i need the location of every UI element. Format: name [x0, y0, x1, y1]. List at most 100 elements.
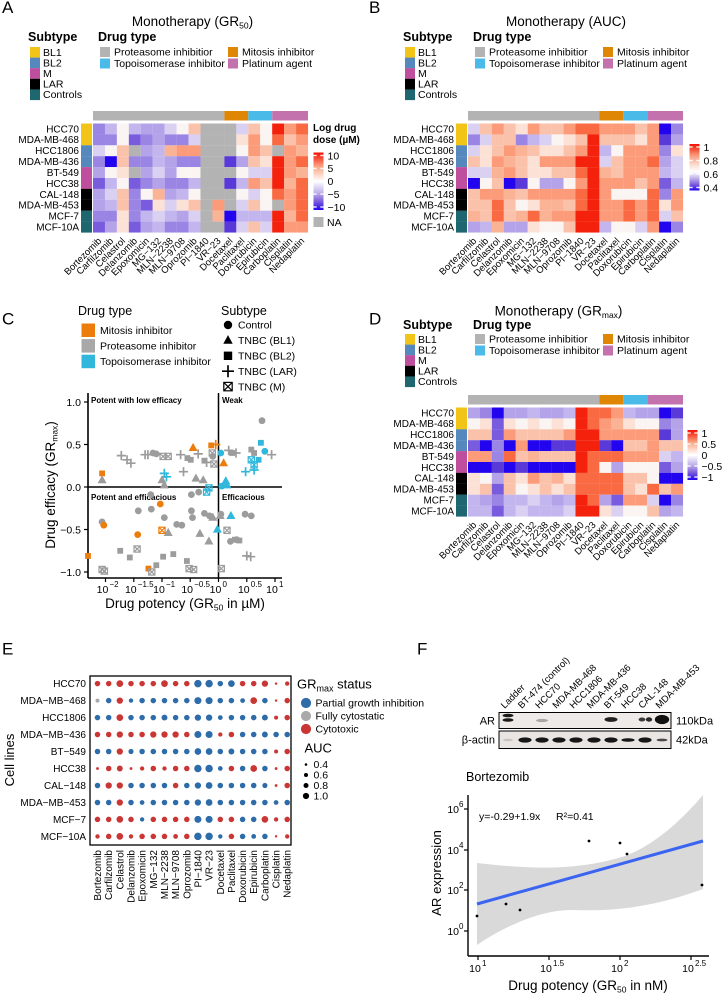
svg-text:Proteasome inhibitior: Proteasome inhibitior	[489, 334, 588, 346]
svg-text:10: 10	[266, 584, 278, 596]
svg-text:NA: NA	[327, 217, 342, 229]
svg-text:0: 0	[328, 176, 334, 188]
svg-text:2: 2	[459, 881, 464, 890]
svg-text:MDA−MB−436: MDA−MB−436	[20, 730, 86, 741]
svg-text:F: F	[417, 640, 427, 659]
svg-text:10: 10	[447, 804, 459, 816]
svg-text:MDA-MB-453: MDA-MB-453	[393, 201, 454, 212]
svg-text:β-actin: β-actin	[462, 735, 495, 747]
svg-text:D: D	[369, 310, 381, 329]
svg-text:HCC70: HCC70	[421, 124, 454, 135]
svg-text:−10: −10	[328, 202, 346, 214]
svg-text:Subtype: Subtype	[403, 30, 452, 44]
svg-text:Controls: Controls	[418, 89, 457, 101]
svg-text:1.0: 1.0	[66, 397, 81, 409]
svg-text:MCF-10A: MCF-10A	[411, 507, 454, 518]
svg-text:R²=0.41: R²=0.41	[556, 811, 594, 823]
svg-text:−5: −5	[328, 189, 340, 201]
svg-text:10: 10	[447, 926, 459, 938]
svg-text:2.5: 2.5	[695, 959, 707, 968]
svg-text:MCF−10A: MCF−10A	[41, 832, 87, 843]
svg-text:Topoisomerase inhibitor: Topoisomerase inhibitor	[114, 58, 225, 70]
svg-text:10: 10	[153, 584, 165, 596]
svg-text:Cytotoxic: Cytotoxic	[316, 724, 359, 736]
svg-text:CAL-148: CAL-148	[415, 474, 455, 485]
svg-text:HCC1806: HCC1806	[35, 146, 79, 157]
svg-text:AR expression: AR expression	[429, 830, 444, 916]
svg-text:MCF-7: MCF-7	[423, 496, 454, 507]
svg-text:Docetaxel: Docetaxel	[216, 850, 227, 894]
svg-text:TNBC (BL2): TNBC (BL2)	[238, 351, 295, 363]
svg-text:CAL−148: CAL−148	[44, 781, 86, 792]
svg-text:−1.0: −1.0	[60, 567, 81, 579]
svg-text:Weak: Weak	[222, 396, 243, 405]
svg-text:Nedaplatin: Nedaplatin	[283, 850, 294, 898]
svg-text:Cisplatin: Cisplatin	[272, 850, 283, 888]
svg-text:MG−132: MG−132	[149, 850, 160, 889]
svg-text:10: 10	[238, 584, 250, 596]
svg-text:MLN−9708: MLN−9708	[171, 850, 182, 900]
svg-text:0.6: 0.6	[704, 169, 719, 181]
svg-text:6: 6	[459, 800, 464, 809]
svg-text:BT-549: BT-549	[47, 168, 80, 179]
svg-text:Potent with low efficacy: Potent with low efficacy	[91, 396, 182, 405]
svg-text:AR: AR	[480, 716, 495, 728]
svg-text:Subtype: Subtype	[221, 304, 267, 318]
svg-text:Bortezomib: Bortezomib	[93, 850, 104, 901]
svg-text:MDA−MB−468: MDA−MB−468	[20, 696, 86, 707]
svg-text:A: A	[2, 0, 14, 17]
svg-text:4: 4	[459, 841, 464, 850]
svg-text:Potent and efficacious: Potent and efficacious	[91, 493, 177, 502]
svg-text:−0.5: −0.5	[60, 524, 81, 536]
svg-text:−1: −1	[702, 472, 714, 484]
svg-text:HCC70: HCC70	[46, 124, 79, 135]
svg-text:CAL-148: CAL-148	[40, 190, 80, 201]
svg-text:Oprozomib: Oprozomib	[182, 850, 193, 899]
svg-text:PI−1840: PI−1840	[193, 850, 204, 888]
svg-text:Subtype: Subtype	[28, 30, 77, 44]
svg-text:MDA-MB-453: MDA-MB-453	[18, 201, 79, 212]
svg-text:Fully cytostatic: Fully cytostatic	[316, 711, 385, 723]
svg-text:−0.5: −0.5	[194, 580, 210, 589]
svg-text:HCC70: HCC70	[53, 679, 86, 690]
svg-text:Log drug: Log drug	[313, 123, 356, 134]
svg-text:Efficacious: Efficacious	[222, 493, 265, 502]
svg-text:10: 10	[682, 963, 694, 975]
svg-text:Drug type: Drug type	[98, 30, 156, 44]
svg-text:Controls: Controls	[418, 376, 457, 388]
svg-text:Control: Control	[238, 320, 272, 332]
svg-text:2: 2	[624, 959, 629, 968]
svg-text:Epirubicin: Epirubicin	[249, 850, 260, 894]
svg-text:BT−549: BT−549	[51, 747, 87, 758]
svg-text:10: 10	[181, 584, 193, 596]
svg-text:MDA-MB-436: MDA-MB-436	[393, 157, 454, 168]
svg-text:MCF-7: MCF-7	[48, 212, 79, 223]
svg-text:Cell lines: Cell lines	[2, 733, 17, 786]
svg-text:Drug type: Drug type	[473, 30, 531, 44]
svg-text:Bortezomib: Bortezomib	[466, 770, 529, 784]
svg-text:10: 10	[469, 963, 481, 975]
svg-text:Platinum agent: Platinum agent	[242, 58, 312, 70]
svg-text:TNBC (M): TNBC (M)	[238, 381, 285, 393]
svg-text:Drug type: Drug type	[78, 304, 132, 318]
svg-text:MCF−7: MCF−7	[53, 815, 87, 826]
svg-text:110kDa: 110kDa	[676, 716, 714, 728]
svg-text:B: B	[369, 0, 380, 17]
svg-text:10: 10	[328, 150, 340, 162]
svg-text:Epoxomicin: Epoxomicin	[138, 850, 149, 902]
svg-text:1: 1	[279, 580, 284, 589]
svg-text:Topoisomerase inhibitor: Topoisomerase inhibitor	[489, 345, 600, 357]
svg-text:HCC1806: HCC1806	[410, 430, 454, 441]
svg-text:1: 1	[704, 142, 710, 154]
svg-text:0.0: 0.0	[66, 482, 81, 494]
svg-text:BT-549: BT-549	[422, 168, 455, 179]
svg-text:10: 10	[447, 845, 459, 857]
svg-text:10: 10	[125, 584, 137, 596]
svg-text:10: 10	[210, 584, 222, 596]
svg-text:10: 10	[97, 584, 109, 596]
svg-text:E: E	[2, 640, 13, 659]
svg-text:Paclitaxel: Paclitaxel	[227, 850, 238, 893]
svg-text:Carboplatin: Carboplatin	[260, 850, 271, 901]
svg-text:Drug potency (GR50 in nM): Drug potency (GR50 in nM)	[508, 978, 668, 995]
svg-text:Subtype: Subtype	[403, 318, 452, 332]
